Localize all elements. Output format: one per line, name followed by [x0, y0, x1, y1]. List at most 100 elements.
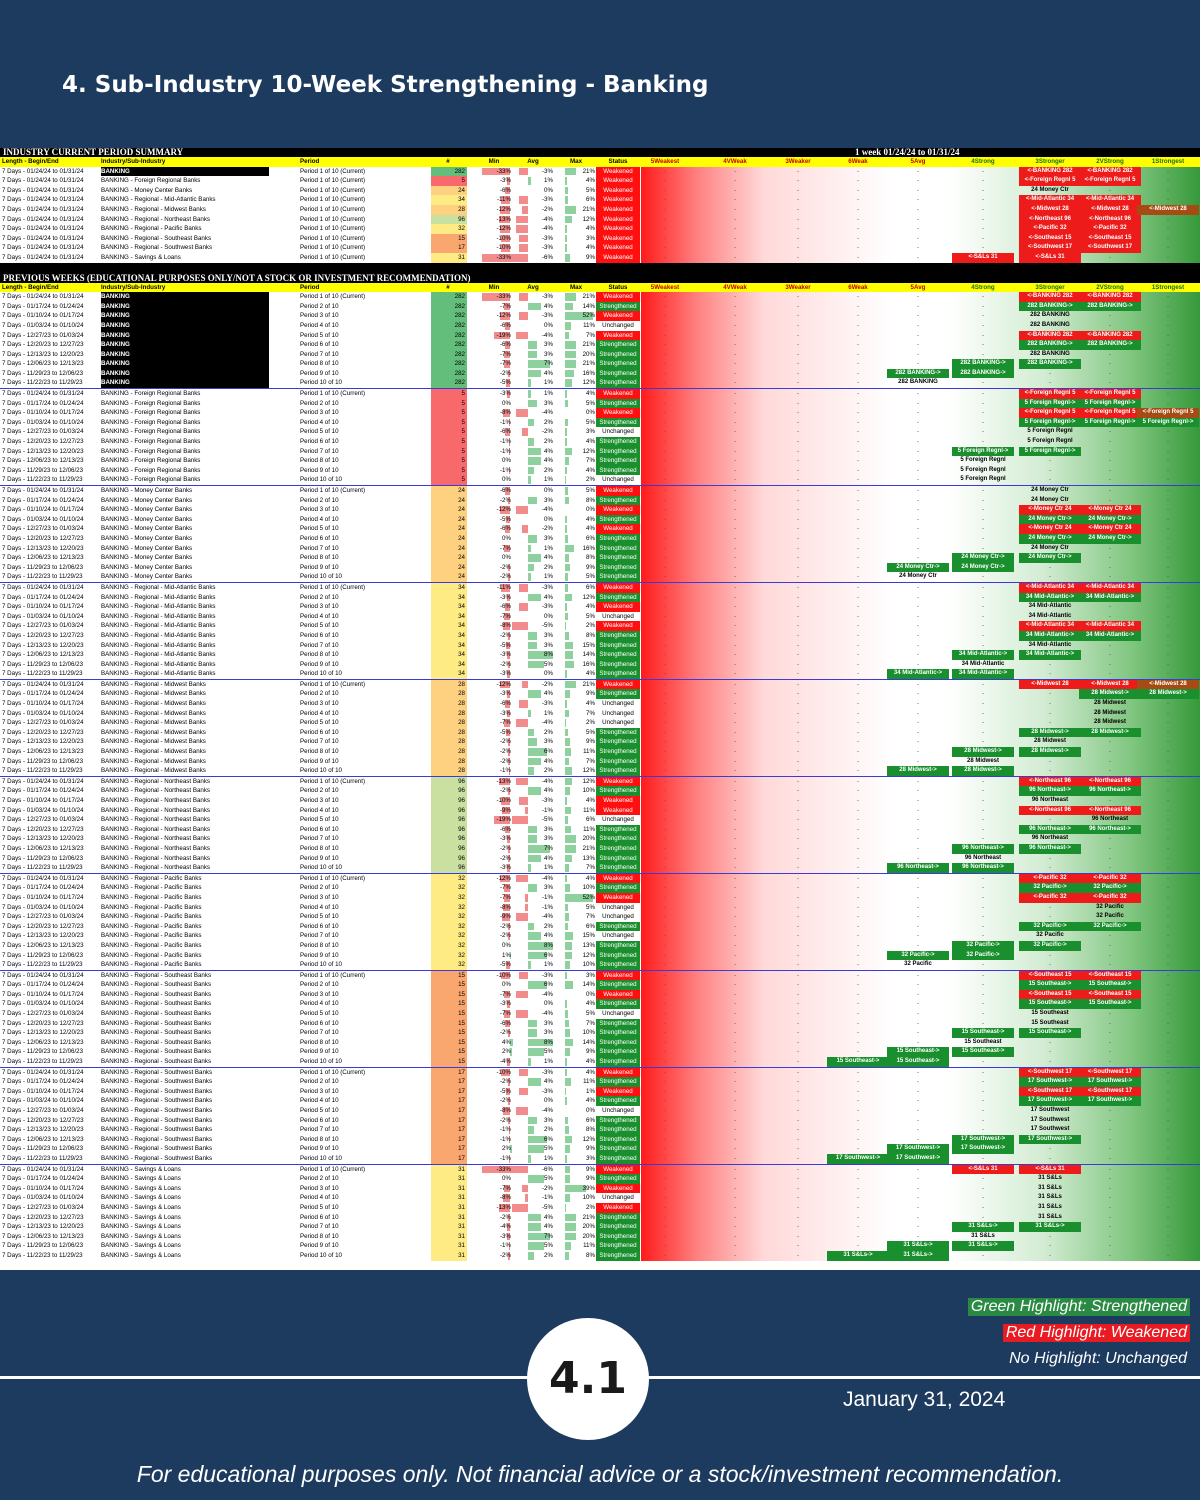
zone-empty-dot: - [663, 1068, 667, 1076]
zone-empty-dot: - [796, 506, 800, 514]
positive-databar [565, 1184, 587, 1193]
strength-gradient [641, 176, 1200, 186]
cell-industry: BANKING - Regional - Southwest Banks [101, 1135, 213, 1143]
cell-avg: 7% [544, 360, 553, 368]
zone-marker: <-Northeast 96 [1019, 776, 1081, 787]
cell-length: 7 Days - 01/17/24 to 01/24/24 [2, 593, 84, 601]
cell-count: 282 [431, 292, 467, 302]
negative-databar [508, 738, 510, 747]
zone-marker: 34 Mid-Atlantic [1028, 603, 1072, 610]
cell-min: -5% [499, 961, 511, 969]
cell-status: Strengthened [596, 999, 640, 1010]
cell-length: 7 Days - 01/10/24 to 01/17/24 [2, 603, 84, 611]
positive-databar [528, 177, 532, 185]
zone-empty-dot: - [796, 515, 800, 523]
cell-avg: -4% [541, 1107, 553, 1114]
cell-count: 31 [431, 1222, 467, 1232]
zone-marker: 24 Money Ctr [1031, 544, 1069, 551]
zone-empty-dot: - [856, 787, 860, 795]
positive-databar [565, 293, 577, 301]
zone-empty-dot: - [916, 428, 920, 436]
zone-empty-dot: - [1048, 854, 1052, 862]
negative-databar [504, 1184, 510, 1193]
cell-period: Period 6 of 10 [300, 825, 339, 833]
cell-industry: BANKING - Regional - Southwest Banks [101, 1087, 213, 1095]
cell-count: 32 [431, 940, 467, 951]
negative-databar [518, 293, 528, 301]
cell-avg: -3% [541, 583, 553, 591]
cell-count: 24 [431, 524, 467, 534]
strength-gradient [641, 1018, 1200, 1029]
zone-empty-dot: - [1166, 990, 1170, 998]
zone-empty-dot: - [663, 874, 667, 882]
negative-databar [515, 215, 528, 224]
cell-avg: 3% [544, 1019, 553, 1027]
zone-empty-dot: - [733, 573, 737, 581]
zone-empty-dot: - [1166, 864, 1170, 872]
cell-period: Period 6 of 10 [300, 631, 339, 639]
zone-empty-dot: - [856, 641, 860, 649]
cell-avg: -2% [541, 205, 553, 213]
table-row: 7 Days - 01/24/24 to 01/31/24 BANKING - M… [0, 485, 1200, 496]
cell-status: Strengthened [596, 824, 640, 835]
zone-empty-dot: - [733, 932, 737, 940]
zone-empty-dot: - [1166, 244, 1170, 252]
cell-max: 6% [586, 1116, 595, 1124]
table-row: 7 Days - 12/27/23 to 01/03/24 BANKING Peri… [0, 330, 1200, 341]
zone-empty-dot: - [981, 215, 985, 223]
zone-marker: 24 Money Ctr [899, 573, 937, 580]
cell-max: 6% [586, 583, 595, 591]
table-row: 7 Days - 11/29/23 to 12/06/23 BANKING - R… [0, 1144, 1200, 1154]
zone-empty-dot: - [916, 603, 920, 611]
negative-databar [493, 331, 510, 340]
positive-databar [565, 476, 567, 484]
cell-min: -5% [499, 1087, 511, 1095]
strength-gradient [641, 1037, 1200, 1048]
cell-max: 14% [582, 981, 595, 989]
zone-empty-dot: - [981, 1097, 985, 1105]
zone-empty-dot: - [1108, 1145, 1112, 1153]
positive-databar [528, 496, 538, 505]
zone-empty-dot: - [796, 1213, 800, 1221]
cell-status: Strengthened [596, 747, 640, 757]
zone-empty-dot: - [916, 757, 920, 765]
table-row: 7 Days - 01/24/24 to 01/31/24 BANKING Peri… [0, 166, 1200, 177]
zone-empty-dot: - [1108, 1184, 1112, 1192]
cell-status: Weakened [596, 408, 640, 418]
zone-empty-dot: - [916, 360, 920, 368]
cell-length: 7 Days - 01/03/24 to 01/10/24 [2, 1194, 84, 1202]
zone-empty-dot: - [981, 1203, 985, 1211]
cell-period: Period 10 of 10 [300, 1058, 342, 1066]
positive-databar [565, 835, 576, 843]
cell-length: 7 Days - 01/10/24 to 01/17/24 [2, 312, 84, 320]
zone-empty-dot: - [663, 651, 667, 659]
table-row: 7 Days - 12/13/23 to 12/20/23 BANKING - S… [0, 1222, 1200, 1232]
cell-min: -2% [499, 573, 511, 581]
cell-period: Period 1 of 10 (Current) [300, 167, 365, 175]
zone-empty-dot: - [1108, 738, 1112, 746]
negative-databar [515, 506, 528, 514]
table-row: 7 Days - 12/06/23 to 12/13/23 BANKING - R… [0, 1134, 1200, 1145]
strength-gradient [641, 437, 1200, 447]
positive-databar [565, 1116, 569, 1125]
zone-empty-dot: - [916, 525, 920, 533]
table-row: 7 Days - 11/29/23 to 12/06/23 BANKING - F… [0, 465, 1200, 476]
cell-count: 15 [431, 1047, 467, 1058]
zone-marker: <-Mid-Atlantic 34 [1079, 582, 1141, 593]
zone-empty-dot: - [1166, 360, 1170, 368]
zone-empty-dot: - [1166, 757, 1170, 765]
zone-empty-dot: - [856, 1029, 860, 1037]
positive-databar [565, 534, 569, 543]
zone-empty-dot: - [916, 186, 920, 194]
cell-length: 7 Days - 11/29/23 to 12/06/23 [2, 1242, 84, 1250]
zone-marker: 17 Southwest-> [952, 1144, 1014, 1154]
cell-count: 96 [431, 863, 467, 873]
zone-empty-dot: - [663, 797, 667, 804]
positive-databar [565, 660, 574, 669]
cell-count: 96 [431, 796, 467, 806]
table-row: 7 Days - 01/17/24 to 01/24/24 BANKING - M… [0, 495, 1200, 506]
zone-empty-dot: - [856, 341, 860, 349]
cell-count: 282 [431, 330, 467, 341]
cell-avg: -1% [541, 893, 553, 901]
zone-empty-dot: - [856, 738, 860, 746]
